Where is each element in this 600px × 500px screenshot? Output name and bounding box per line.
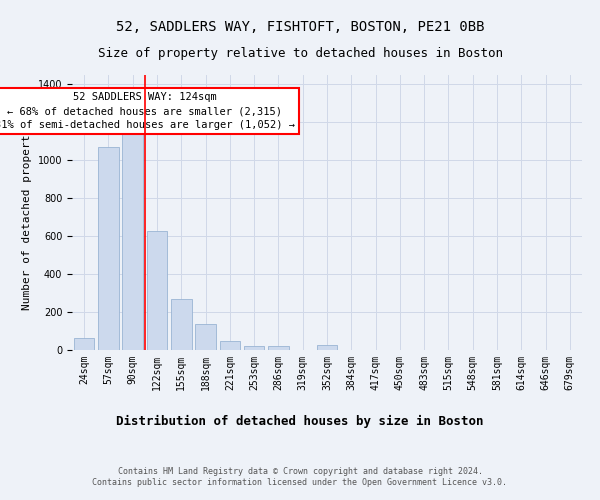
Bar bbox=[171, 299, 191, 350]
Bar bbox=[146, 230, 167, 350]
Bar bbox=[74, 338, 94, 350]
Bar bbox=[195, 324, 216, 350]
Bar bbox=[98, 147, 119, 350]
Bar bbox=[220, 342, 240, 350]
Text: 52 SADDLERS WAY: 124sqm
← 68% of detached houses are smaller (2,315)
31% of semi: 52 SADDLERS WAY: 124sqm ← 68% of detache… bbox=[0, 92, 295, 130]
Bar bbox=[122, 130, 143, 350]
Bar bbox=[317, 346, 337, 350]
Text: 52, SADDLERS WAY, FISHTOFT, BOSTON, PE21 0BB: 52, SADDLERS WAY, FISHTOFT, BOSTON, PE21… bbox=[116, 20, 484, 34]
Text: Distribution of detached houses by size in Boston: Distribution of detached houses by size … bbox=[116, 415, 484, 428]
Y-axis label: Number of detached properties: Number of detached properties bbox=[22, 114, 32, 310]
Text: Contains HM Land Registry data © Crown copyright and database right 2024.
Contai: Contains HM Land Registry data © Crown c… bbox=[92, 468, 508, 487]
Bar bbox=[244, 346, 265, 350]
Text: Size of property relative to detached houses in Boston: Size of property relative to detached ho… bbox=[97, 48, 503, 60]
Bar bbox=[268, 346, 289, 350]
